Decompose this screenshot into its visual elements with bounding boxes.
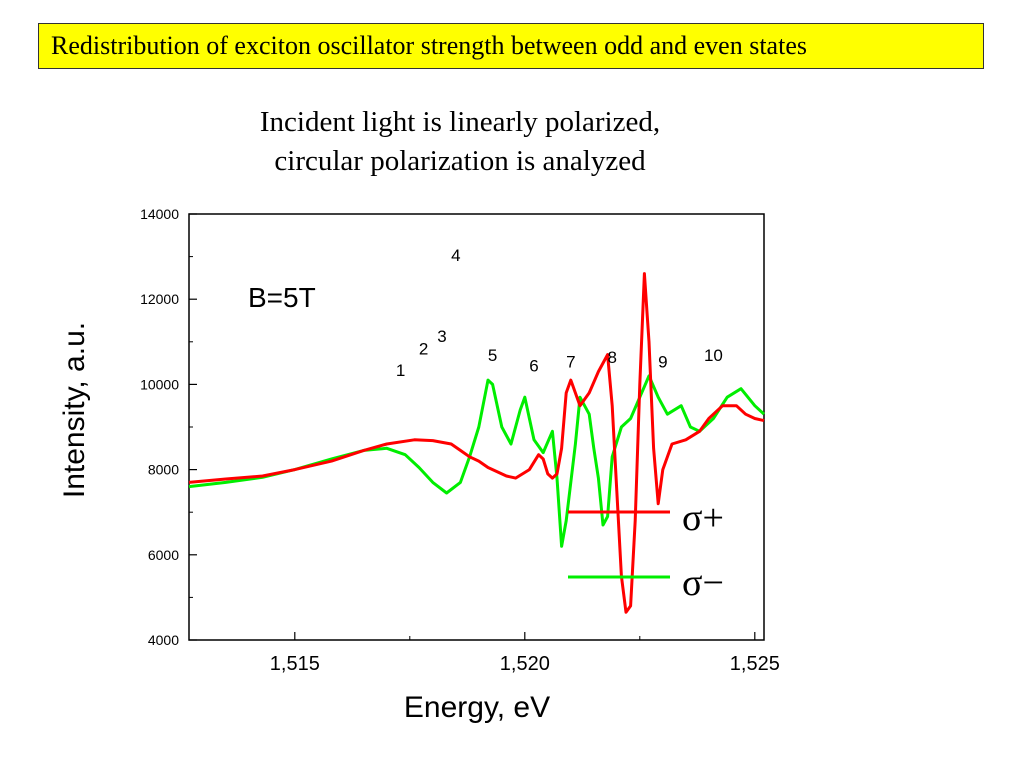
x-axis-ticks: 1,515 1,520 1,525 [270, 632, 780, 675]
peak-labels: 123 4 5 6 7 8 9 10 [396, 246, 723, 380]
peak-label: 9 [658, 352, 667, 371]
peak-label: 10 [704, 346, 723, 365]
field-annotation: B=5T [248, 282, 316, 313]
series-line-sigma-minus [188, 374, 766, 548]
x-axis-label: Energy, eV [404, 691, 550, 724]
peak-label: 2 [419, 340, 428, 359]
peak-label: 7 [566, 352, 575, 371]
y-tick-label: 4000 [148, 632, 179, 648]
peak-label: 6 [529, 357, 538, 376]
y-axis-label: Intensity, a.u. [58, 322, 91, 498]
series-layer [188, 272, 766, 614]
y-tick-label: 12000 [140, 291, 179, 307]
peak-label: 5 [488, 346, 497, 365]
y-axis-ticks: 4000 6000 8000 10000 12000 14000 [140, 206, 197, 648]
series-line-sigma-plus [188, 272, 765, 614]
chart-subtitle-line-1: Incident light is linearly polarized, [259, 106, 661, 138]
y-tick-label: 10000 [140, 376, 179, 392]
y-tick-label: 8000 [148, 462, 179, 478]
legend: σ+ σ− [568, 497, 724, 604]
legend-label-sigma-minus: σ− [682, 562, 724, 604]
peak-label: 8 [607, 348, 616, 367]
y-tick-label: 6000 [148, 547, 179, 563]
x-tick-label: 1,520 [500, 653, 550, 675]
peak-label: 1 [396, 361, 405, 380]
x-tick-label: 1,525 [730, 653, 780, 675]
peak-label: 4 [451, 246, 460, 265]
y-tick-label: 14000 [140, 206, 179, 222]
chart-subtitle-line-2: circular polarization is analyzed [274, 145, 646, 177]
legend-label-sigma-plus: σ+ [682, 497, 724, 539]
plot-frame [188, 213, 765, 641]
x-tick-label: 1,515 [270, 653, 320, 675]
peak-label: 3 [437, 327, 446, 346]
slide-title: Redistribution of exciton oscillator str… [38, 23, 984, 69]
